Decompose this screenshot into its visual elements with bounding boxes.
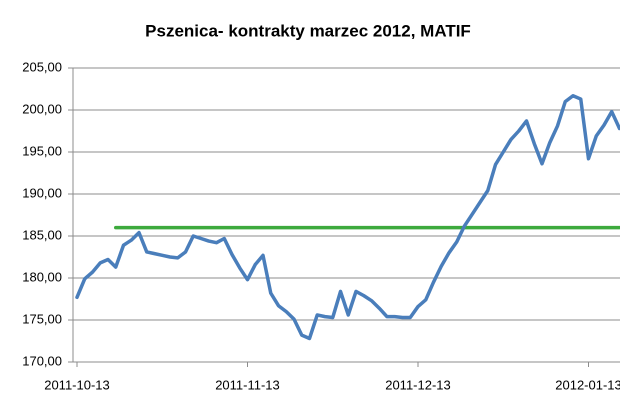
x-tick-label: 2012-01-13 — [555, 377, 620, 392]
y-tick-label: 185,00 — [22, 227, 62, 242]
y-tick-label: 175,00 — [22, 311, 62, 326]
y-tick-label: 205,00 — [22, 59, 62, 74]
x-tick-label: 2011-12-13 — [385, 377, 451, 392]
x-tick-label: 2011-11-13 — [215, 377, 280, 392]
y-tick-label: 170,00 — [22, 353, 62, 368]
chart-title: Pszenica- kontrakty marzec 2012, MATIF — [145, 21, 471, 40]
data-line — [75, 93, 620, 341]
y-tick-label: 180,00 — [22, 269, 62, 284]
y-tick-label: 190,00 — [22, 185, 62, 200]
y-tick-label: 200,00 — [22, 101, 62, 116]
x-tick-label: 2011-10-13 — [44, 377, 110, 392]
y-tick-label: 195,00 — [22, 143, 62, 158]
